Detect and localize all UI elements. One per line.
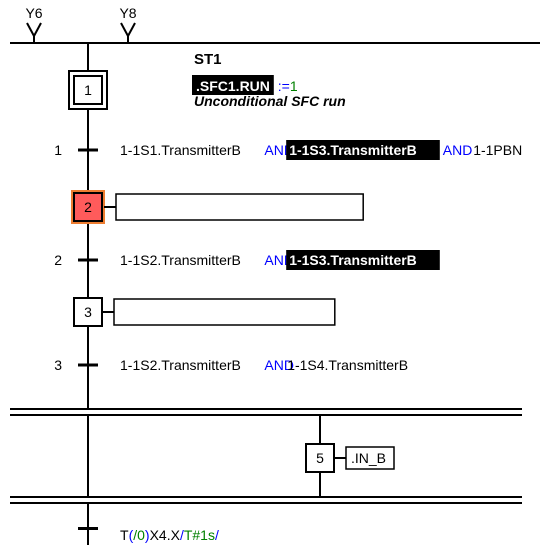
step-1[interactable]: 1 xyxy=(69,71,107,109)
y-tick-y6: Y6 xyxy=(25,5,42,43)
svg-text:.IN_B: .IN_B xyxy=(351,450,386,466)
transition-2-expr: 1-1S2.TransmitterB AND1-1S3.TransmitterB xyxy=(120,250,440,270)
svg-text:1-1S1.TransmitterB: 1-1S1.TransmitterB xyxy=(120,142,241,158)
step-5[interactable]: 5 .IN_B xyxy=(306,444,394,472)
step-2-label: 2 xyxy=(84,199,92,215)
transition-2-label: 2 xyxy=(54,252,62,268)
svg-text:1-1S3.TransmitterB: 1-1S3.TransmitterB xyxy=(289,252,417,268)
transition-1-expr: 1-1S1.TransmitterB AND 1-1S3.TransmitterB… xyxy=(120,140,522,160)
svg-text:Y6: Y6 xyxy=(25,5,42,21)
svg-text:1-1S2.TransmitterB: 1-1S2.TransmitterB xyxy=(120,252,241,268)
step-3[interactable]: 3.OUT_B IF 1-1PBNO3.ReceiverB xyxy=(74,298,335,326)
title-comment: Unconditional SFC run xyxy=(194,93,346,109)
sfc-title: ST1 xyxy=(194,51,222,68)
transition-1[interactable]: 1 1-1S1.TransmitterB AND 1-1S3.Transmitter… xyxy=(54,140,522,160)
svg-text:Y8: Y8 xyxy=(119,5,136,21)
transition-2[interactable]: 2 1-1S2.TransmitterB AND1-1S3.Transmitter… xyxy=(54,250,440,270)
step-2-action-box xyxy=(116,194,363,220)
step-5-label: 5 xyxy=(316,450,324,466)
bottom-fragment: T(/0)X4.X/T#1s/ xyxy=(120,527,219,543)
transition-3-label: 3 xyxy=(54,357,62,373)
transition-1-label: 1 xyxy=(54,142,62,158)
title-assignment: .SFC1.RUN xyxy=(196,78,270,94)
svg-text:AND: AND xyxy=(443,142,473,158)
svg-text:1-1S2.TransmitterB: 1-1S2.TransmitterB xyxy=(120,357,241,373)
sfc-diagram: Y6 Y8 ST1 .SFC1.RUN :=1Unconditional SFC ru… xyxy=(0,0,545,545)
parallel-divergence: 5 .IN_B xyxy=(10,409,522,545)
step-2[interactable]: 2.OUT_A IF 1-1PBNO2.ReceiverB xyxy=(72,191,363,223)
step-3-label: 3 xyxy=(84,304,92,320)
svg-text:1-1PBN: 1-1PBN xyxy=(473,142,522,158)
svg-text:1-1S3.TransmitterB: 1-1S3.TransmitterB xyxy=(289,142,417,158)
svg-text:1-1S4.TransmitterB: 1-1S4.TransmitterB xyxy=(287,357,408,373)
svg-text:T(/0)X4.X/T#1s/: T(/0)X4.X/T#1s/ xyxy=(120,527,219,543)
svg-text::=1: :=1 xyxy=(278,78,298,94)
title-block: ST1 .SFC1.RUN :=1Unconditional SFC run xyxy=(192,51,346,109)
transition-3[interactable]: 3 1-1S2.TransmitterB AND 1-1S4.Transmitte… xyxy=(54,357,408,373)
transition-3-expr: 1-1S2.TransmitterB AND 1-1S4.Transmitter… xyxy=(120,357,408,373)
step-3-action-box xyxy=(114,299,335,325)
y-tick-y8: Y8 xyxy=(119,5,136,43)
step-1-label: 1 xyxy=(84,82,92,98)
